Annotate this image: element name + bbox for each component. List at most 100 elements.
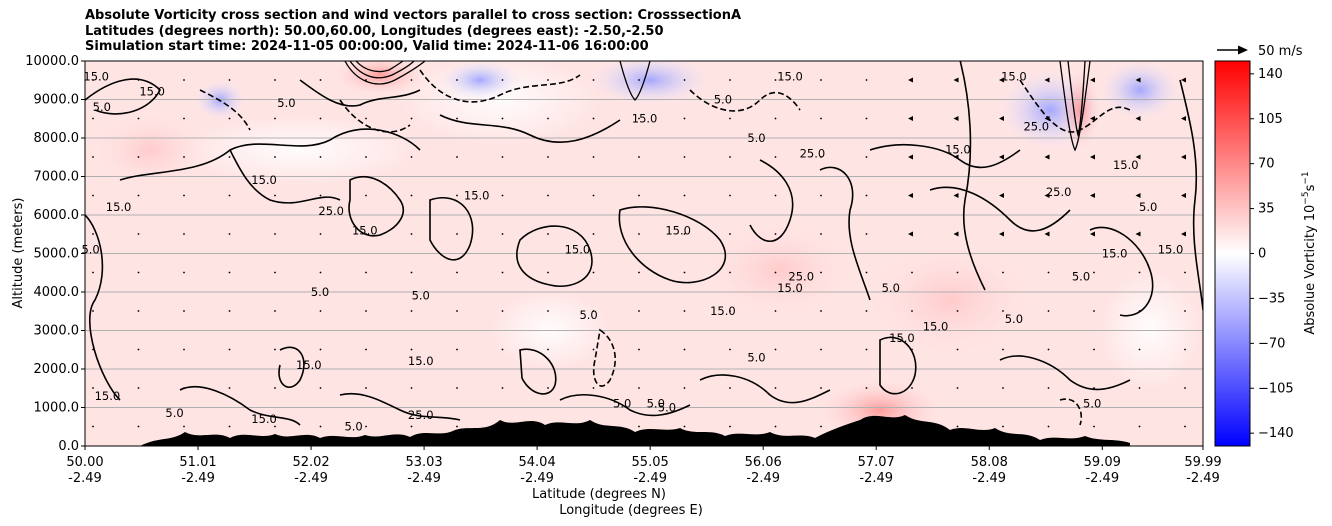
contour-label: 15.0 [923, 320, 949, 334]
wind-vector [274, 310, 276, 312]
wind-vector [410, 194, 413, 197]
chart-title: Absolute Vorticity cross section and win… [85, 8, 741, 55]
wind-vector [1135, 193, 1141, 198]
wind-vector [1047, 425, 1050, 428]
wind-vector [183, 79, 185, 81]
wind-vector [1047, 387, 1050, 389]
contour-line [439, 114, 621, 143]
wind-vector [999, 154, 1004, 160]
wind-vector [638, 117, 640, 120]
x-tick-label-lon: -2.49 [972, 471, 1006, 486]
wind-vector [908, 116, 913, 121]
contour-line-dashed [419, 69, 581, 103]
wind-vector [953, 116, 959, 121]
wind-vector [729, 156, 731, 158]
wind-vector [92, 348, 94, 351]
wind-vector [911, 425, 913, 428]
wind-vector [1093, 425, 1095, 428]
wind-vector [774, 194, 777, 197]
contour-line [619, 61, 651, 101]
wind-vector [501, 310, 504, 312]
wind-vector [410, 117, 413, 120]
contour-label: 5.0 [344, 420, 362, 434]
contour-line-dashed [592, 328, 616, 387]
wind-vector [183, 387, 185, 389]
wind-vector [774, 156, 777, 158]
contour-label: 15.0 [1158, 243, 1184, 257]
contour-label: 25.0 [1023, 119, 1049, 133]
wind-vector [410, 425, 413, 428]
x-tick-label-lat: 58.08 [971, 455, 1008, 470]
wind-vector [547, 310, 549, 312]
wind-vector [592, 348, 595, 351]
wind-vector [729, 425, 731, 428]
wind-vector [1184, 425, 1186, 428]
wind-vector [865, 194, 868, 197]
wind-vector [92, 233, 94, 235]
wind-vector [774, 348, 777, 351]
wind-vector [999, 193, 1004, 198]
x-tick-label-lat: 55.05 [632, 455, 669, 470]
contour-label: 15.0 [106, 200, 132, 214]
wind-vector [365, 156, 367, 158]
x-tick-label-lon: -2.49 [520, 471, 554, 486]
wind-vector [1135, 231, 1141, 237]
wind-vector [365, 233, 367, 235]
contour-line-dashed [689, 89, 801, 112]
wind-vector [1135, 154, 1141, 160]
contour-label: 15.0 [1102, 246, 1128, 260]
wind-vector [319, 233, 322, 235]
x-tick-label-lat: 54.04 [519, 455, 556, 470]
x-tick-label-lat: 53.03 [405, 455, 442, 470]
contour-label: 15.0 [296, 358, 322, 372]
y-axis-label: Altitude (meters) [11, 198, 26, 309]
wind-vector [456, 348, 458, 351]
contour-line [229, 149, 341, 204]
contour-label: 15.0 [1001, 69, 1027, 83]
wind-vector [547, 387, 549, 389]
contour-line [85, 214, 121, 401]
contour-label: 15.0 [95, 389, 121, 403]
wind-vector [1184, 310, 1186, 312]
wind-vector [953, 77, 959, 83]
x-tick-label-lat: 59.99 [1184, 455, 1221, 470]
wind-vector [1138, 310, 1141, 312]
contour-line [959, 61, 986, 291]
contour-label: 5.0 [81, 243, 99, 257]
colorbar-tick-label: −140 [1258, 426, 1294, 441]
wind-vector [410, 271, 413, 274]
wind-vector [228, 117, 231, 120]
wind-vector [1047, 271, 1050, 274]
wind-vector [365, 271, 367, 274]
wind-vector [274, 79, 276, 81]
contour-label: 15.0 [83, 69, 109, 83]
contour-label: 15.0 [408, 354, 434, 368]
contour-line [559, 394, 691, 417]
wind-vector [274, 194, 276, 197]
wind-vector [365, 387, 367, 389]
wind-vector [729, 310, 731, 312]
wind-vector [865, 79, 868, 81]
wind-vector [911, 310, 913, 312]
x-tick-label-lat: 50.00 [66, 455, 103, 470]
contour-label: 25.0 [318, 204, 344, 218]
y-tick-label: 5000.0 [34, 247, 80, 262]
colorbar-label-unit: s [1303, 184, 1318, 191]
quiver-key-label: 50 m/s [1258, 44, 1303, 59]
contour-label: 15.0 [464, 189, 490, 203]
colorbar-label-main: Absolue Vorticity 10 [1303, 205, 1318, 335]
y-tick-label: 8000.0 [34, 131, 80, 146]
wind-vector [501, 387, 504, 389]
wind-vector [683, 79, 686, 81]
contour-line [929, 186, 1071, 232]
wind-vector [1002, 348, 1004, 351]
contour-line [355, 61, 404, 73]
wind-vector [1138, 348, 1141, 351]
contour-label: 25.0 [788, 269, 814, 283]
wind-vector [1093, 348, 1095, 351]
y-tick-label: 4000.0 [34, 285, 80, 300]
wind-vector [501, 156, 504, 158]
wind-vector [683, 194, 686, 197]
wind-vector [228, 387, 231, 389]
wind-vector [547, 79, 549, 81]
